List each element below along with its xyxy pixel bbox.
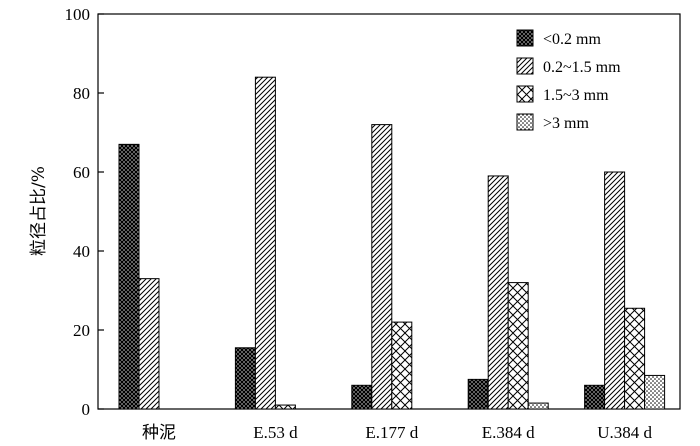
bar-4-series-1 bbox=[604, 171, 626, 410]
bar-1-series-1 bbox=[254, 76, 276, 410]
x-tick-label: E.53 d bbox=[253, 423, 298, 442]
y-tick-label: 100 bbox=[65, 5, 91, 24]
y-tick-label: 20 bbox=[73, 321, 90, 340]
y-tick-label: 0 bbox=[82, 400, 91, 419]
legend-swatch bbox=[516, 113, 534, 131]
legend-label: <0.2 mm bbox=[543, 31, 601, 48]
bar-3-series-3 bbox=[527, 402, 549, 410]
y-tick-label: 60 bbox=[73, 163, 90, 182]
bar-1-series-2 bbox=[274, 404, 296, 410]
x-tick-label: E.384 d bbox=[482, 423, 535, 442]
legend-label: 1.5~3 mm bbox=[543, 87, 609, 104]
bar-2-series-2 bbox=[391, 321, 413, 410]
bar-1-series-0 bbox=[234, 347, 256, 410]
bar-2-series-0 bbox=[351, 384, 373, 410]
bar-3-series-2 bbox=[507, 282, 529, 410]
y-tick-label: 40 bbox=[73, 242, 90, 261]
x-tick-label: E.177 d bbox=[365, 423, 418, 442]
legend-swatch bbox=[516, 85, 534, 103]
x-axis: 种泥 E.53 d E.177 d E.384 d U.384 d bbox=[142, 423, 652, 442]
x-tick-label: U.384 d bbox=[597, 423, 652, 442]
y-tick-label: 80 bbox=[73, 84, 90, 103]
bar-0-series-0 bbox=[118, 143, 140, 410]
legend-label: >3 mm bbox=[543, 115, 589, 132]
y-axis: 0 20 40 60 80 100 bbox=[65, 5, 104, 419]
bar-4-series-0 bbox=[584, 384, 606, 410]
bar-4-series-2 bbox=[624, 307, 646, 410]
bar-3-series-0 bbox=[467, 378, 489, 410]
bar-2-series-1 bbox=[371, 124, 393, 410]
y-axis-title: 粒径占比/% bbox=[29, 166, 49, 256]
legend-swatch bbox=[516, 57, 534, 75]
legend: <0.2 mm 0.2~1.5 mm 1.5~3 mm >3 mm bbox=[516, 29, 621, 132]
bar-4-series-3 bbox=[644, 374, 666, 410]
legend-label: 0.2~1.5 mm bbox=[543, 59, 621, 76]
bars-group bbox=[118, 76, 666, 410]
x-tick-label: 种泥 bbox=[142, 423, 176, 442]
legend-swatch bbox=[516, 29, 534, 47]
bar-3-series-1 bbox=[487, 175, 509, 410]
bar-0-series-1 bbox=[138, 278, 160, 410]
